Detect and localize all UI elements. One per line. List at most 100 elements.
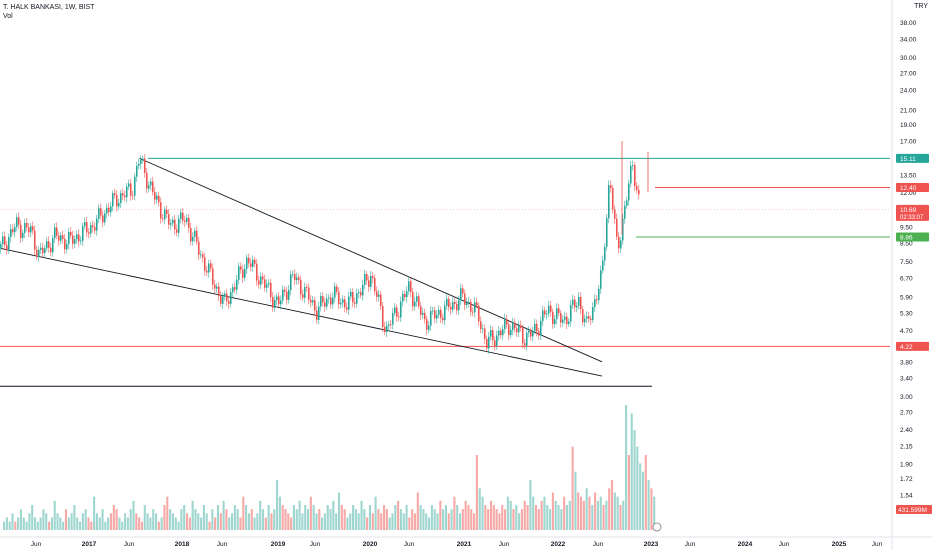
candle-body bbox=[315, 310, 318, 320]
candle-body bbox=[311, 300, 314, 303]
volume-bar bbox=[250, 509, 253, 530]
candle-body bbox=[551, 311, 554, 325]
candle-body bbox=[55, 227, 58, 236]
candle-body bbox=[561, 319, 564, 323]
y-tick-label: 2.70 bbox=[900, 410, 913, 417]
candle-body bbox=[573, 299, 576, 308]
volume-bar bbox=[219, 513, 222, 530]
candle-body bbox=[111, 193, 114, 207]
candle-body bbox=[205, 270, 208, 273]
candle-body bbox=[439, 309, 442, 318]
candle-body bbox=[631, 165, 634, 166]
volume-bar bbox=[90, 521, 93, 530]
candle-body bbox=[423, 312, 426, 320]
volume-bar bbox=[259, 500, 262, 530]
volume-bar bbox=[8, 521, 11, 530]
x-tick-label: 2020 bbox=[363, 541, 378, 548]
volume-bar bbox=[616, 496, 619, 530]
volume-bar bbox=[498, 513, 501, 530]
volume-bar bbox=[104, 521, 107, 530]
volume-bar bbox=[197, 513, 200, 530]
candle-body bbox=[525, 332, 528, 346]
candle-body bbox=[185, 217, 188, 222]
volume-bar bbox=[549, 509, 552, 530]
candle-body bbox=[587, 316, 590, 319]
candle-body bbox=[173, 219, 176, 230]
volume-bar bbox=[281, 505, 284, 530]
volume-bar bbox=[149, 517, 152, 530]
candle-body bbox=[571, 299, 574, 305]
volume-bar bbox=[273, 509, 276, 530]
volume-bar bbox=[509, 500, 512, 530]
candle-body bbox=[175, 229, 178, 233]
candle-body bbox=[133, 176, 136, 196]
volume-bar bbox=[93, 496, 96, 530]
candle-body bbox=[503, 318, 506, 330]
candle-body bbox=[207, 263, 210, 273]
volume-bar bbox=[200, 517, 203, 530]
candle-body bbox=[73, 239, 76, 244]
candle-body bbox=[337, 291, 340, 305]
price-label-bg bbox=[896, 341, 929, 351]
candle-body bbox=[195, 230, 198, 242]
candle-body bbox=[477, 305, 480, 322]
candle-body bbox=[103, 213, 106, 223]
candle-body bbox=[197, 241, 200, 255]
volume-bar bbox=[484, 505, 487, 530]
volume-bar bbox=[233, 505, 236, 530]
volume-bar bbox=[101, 509, 104, 530]
candle-body bbox=[379, 294, 382, 307]
volume-bar bbox=[312, 505, 315, 530]
candle-body bbox=[327, 297, 330, 299]
volume-bar bbox=[439, 500, 442, 530]
volume-bar bbox=[78, 521, 82, 530]
candle-body bbox=[5, 245, 8, 250]
volume-bar bbox=[456, 505, 459, 530]
volume-bar bbox=[73, 505, 76, 530]
candle-body bbox=[19, 224, 22, 238]
candle-body bbox=[563, 316, 566, 320]
candle-body bbox=[543, 310, 546, 315]
volume-bar bbox=[267, 505, 270, 530]
candle-body bbox=[305, 287, 308, 288]
candle-body bbox=[145, 172, 148, 189]
candle-body bbox=[135, 165, 138, 177]
candle-body bbox=[303, 287, 306, 298]
volume-bar bbox=[50, 517, 53, 530]
volume-bar bbox=[565, 505, 569, 530]
candle-body bbox=[597, 288, 600, 301]
volume-bar bbox=[633, 430, 636, 530]
x-tick-label: 2021 bbox=[457, 541, 472, 548]
y-tick-label: 3.00 bbox=[900, 394, 913, 401]
candle-body bbox=[437, 309, 440, 315]
candle-body bbox=[69, 231, 72, 236]
candle-body bbox=[261, 276, 264, 280]
candle-body bbox=[191, 236, 194, 242]
candle-body bbox=[105, 207, 108, 214]
volume-bar bbox=[425, 513, 428, 530]
candle-body bbox=[275, 296, 278, 300]
candle-body bbox=[473, 302, 476, 313]
candle-body bbox=[203, 257, 206, 271]
volume-bar bbox=[366, 517, 369, 530]
volume-bar bbox=[67, 517, 70, 530]
y-tick-label: 30.00 bbox=[900, 55, 917, 62]
candle-body bbox=[607, 185, 610, 219]
volume-bar bbox=[608, 488, 611, 530]
volume-bar bbox=[264, 517, 267, 530]
volume-bar bbox=[157, 521, 160, 530]
y-tick-label: 5.30 bbox=[900, 310, 913, 317]
volume-bar bbox=[546, 505, 549, 530]
candle-body bbox=[77, 234, 80, 242]
volume-bar bbox=[3, 521, 6, 530]
volume-bar bbox=[115, 509, 118, 530]
candle-body bbox=[163, 209, 166, 220]
y-tick-label: 34.00 bbox=[900, 36, 917, 43]
y-tick-label: 3.40 bbox=[900, 376, 913, 383]
volume-bar bbox=[399, 509, 402, 530]
candle-body bbox=[159, 202, 162, 219]
volume-bar bbox=[140, 521, 144, 530]
volume-bar bbox=[568, 500, 571, 530]
candle-body bbox=[459, 288, 462, 301]
